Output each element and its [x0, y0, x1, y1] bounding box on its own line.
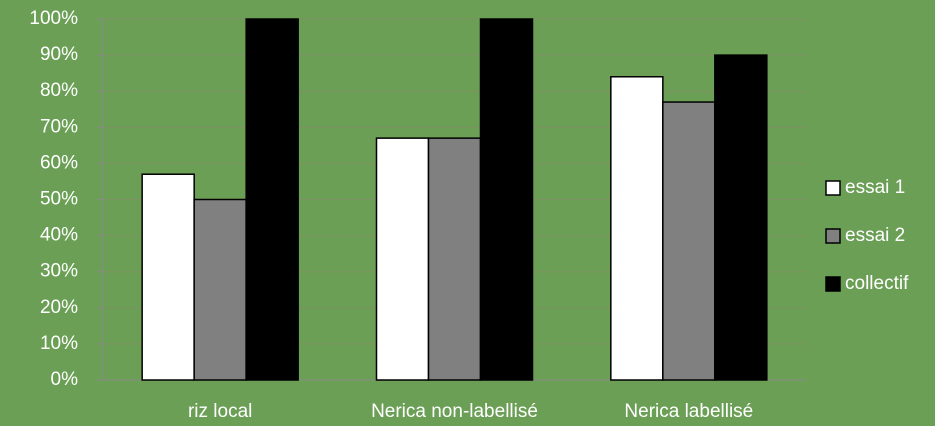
y-tick-label: 70% — [40, 116, 78, 137]
y-tick-label: 0% — [51, 369, 79, 390]
y-tick-label: 30% — [40, 261, 78, 282]
bar — [479, 18, 534, 381]
bar — [375, 137, 430, 381]
bar — [427, 137, 482, 381]
legend-swatch — [825, 228, 841, 244]
y-tick-label: 10% — [40, 333, 78, 354]
y-tick-label: 50% — [40, 189, 78, 210]
y-tick-label: 40% — [40, 225, 78, 246]
bar — [662, 101, 716, 381]
legend-label: collectif — [845, 273, 909, 294]
bar — [714, 54, 768, 381]
legend-swatch — [825, 276, 841, 292]
legend-label: essai 2 — [845, 225, 905, 246]
y-tick-label: 90% — [40, 44, 78, 65]
y-tick-label: 80% — [40, 80, 78, 101]
bar — [610, 76, 664, 381]
legend-swatch — [825, 180, 841, 196]
x-tick-label: Nerica labellisé — [624, 401, 753, 422]
bar — [245, 18, 299, 381]
x-tick-label: riz local — [188, 401, 252, 422]
x-tick-label: Nerica non-labellisé — [371, 401, 538, 422]
bar — [193, 198, 247, 381]
y-tick-label: 60% — [40, 152, 78, 173]
y-tick-label: 20% — [40, 297, 78, 318]
y-tick-label: 100% — [29, 8, 78, 29]
legend-label: essai 1 — [845, 177, 905, 198]
bar — [141, 173, 195, 381]
